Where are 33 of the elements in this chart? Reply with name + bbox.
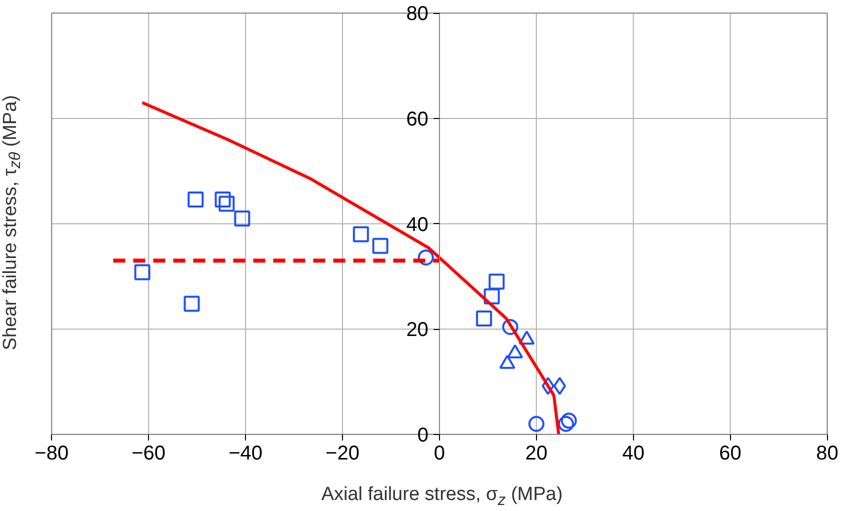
point xyxy=(476,310,492,327)
point xyxy=(188,192,204,208)
point xyxy=(502,318,518,335)
y-tick-label: 40 xyxy=(406,214,428,236)
x-tick-label: 0 xyxy=(434,442,445,464)
x-tick-label: −40 xyxy=(228,442,263,464)
point xyxy=(560,412,577,429)
point xyxy=(218,196,235,212)
x-tick-label: 20 xyxy=(525,442,548,464)
x-axis-title: Axial failure stress, σ$_{z}$ (MPa) xyxy=(321,483,563,511)
point xyxy=(418,249,434,266)
point xyxy=(352,226,369,242)
point xyxy=(528,416,544,432)
point xyxy=(484,288,500,304)
x-tick-label: 80 xyxy=(816,442,838,464)
x-tick-label: 60 xyxy=(719,442,742,464)
point xyxy=(372,238,388,254)
point xyxy=(542,376,554,395)
point xyxy=(488,274,505,290)
y-tick-label: 20 xyxy=(406,319,428,342)
x-tick-label: −60 xyxy=(132,442,166,464)
point xyxy=(134,264,150,280)
point xyxy=(558,416,574,432)
y-tick-label: 60 xyxy=(406,108,428,130)
x-tick-label: −80 xyxy=(34,442,69,464)
point xyxy=(214,192,231,208)
point xyxy=(184,296,200,312)
y-tick-label: 0 xyxy=(417,424,428,446)
point xyxy=(553,376,566,395)
point xyxy=(234,210,250,226)
x-tick-label: −20 xyxy=(326,442,360,464)
x-tick-label: 40 xyxy=(622,442,644,464)
y-tick-label: 80 xyxy=(406,3,428,26)
